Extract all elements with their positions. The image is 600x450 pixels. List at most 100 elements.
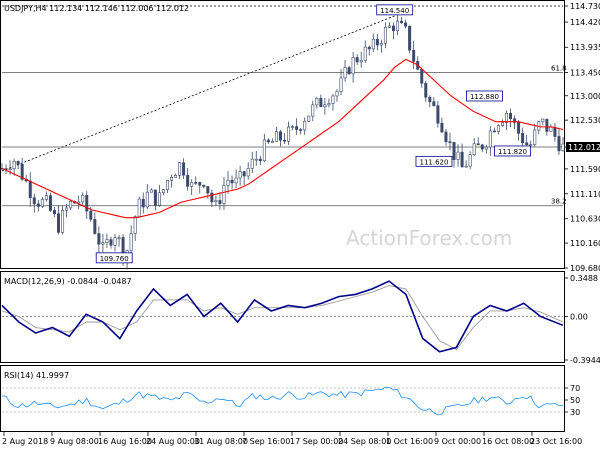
candle-body	[363, 46, 367, 61]
x-tick-label: 2 Aug 2018	[2, 437, 48, 446]
candle-body	[444, 131, 448, 142]
candle-body	[375, 38, 379, 46]
candle-body	[214, 200, 218, 203]
fib-label-61.8: 61.8	[551, 64, 567, 72]
fib-label-38.2: 38.2	[551, 198, 567, 206]
candle-body	[186, 174, 190, 187]
candle-body	[291, 126, 295, 128]
candle-body	[93, 219, 97, 234]
candle-body	[557, 136, 561, 152]
candle-body	[226, 179, 230, 186]
current-price-box	[566, 142, 600, 153]
candle-body	[262, 139, 266, 162]
price-ytick-label: 113.000	[570, 92, 600, 101]
price-ytick-label: 109.680	[570, 264, 600, 273]
annotation-label: 111.620	[419, 158, 448, 166]
candle-body	[484, 146, 488, 150]
candle-body	[347, 67, 351, 75]
price-ytick-label: 114.420	[570, 18, 600, 27]
price-annotation: 112.880	[466, 90, 503, 102]
candle-body	[533, 129, 537, 145]
candle-body	[440, 122, 444, 133]
candle-body	[32, 197, 36, 205]
candle-body	[428, 96, 432, 102]
candle-body	[404, 22, 408, 27]
candle-body	[258, 158, 262, 162]
candle-body	[16, 160, 20, 165]
candle-body	[28, 180, 32, 198]
x-tick-label: 17 Sep 00:00	[290, 437, 343, 446]
candle-body	[295, 126, 299, 130]
candle-body	[218, 200, 222, 204]
candle-body	[367, 46, 371, 50]
candle-body	[61, 209, 65, 233]
candle-body	[529, 144, 533, 146]
macd-ytick-label: -0.3944	[570, 356, 600, 365]
candle-body	[521, 133, 525, 144]
candle-body	[65, 207, 69, 211]
candle-body	[315, 97, 319, 106]
candle-body	[500, 122, 504, 126]
candle-body	[113, 237, 117, 246]
annotation-box	[415, 155, 453, 167]
current-price-label: 112.012	[568, 143, 600, 152]
macd-ytick-label: 0.00	[570, 312, 588, 321]
candle-body	[525, 142, 529, 145]
rsi-layer	[1, 386, 564, 416]
candle-body	[319, 97, 323, 108]
candle-body	[396, 20, 400, 32]
candle-body	[246, 167, 250, 177]
x-tick-label: 24 Aug 00:00	[146, 437, 200, 446]
candle-body	[145, 191, 149, 208]
x-tick-label: 9 Oct 00:00	[434, 437, 481, 446]
candle-body	[198, 182, 202, 186]
candle-body	[283, 139, 287, 142]
price-ytick-label: 111.110	[570, 190, 600, 199]
price-ytick-label: 110.630	[570, 215, 600, 224]
candle-body	[303, 121, 307, 131]
rsi-ytick-label: 70	[570, 384, 580, 393]
candle-body	[266, 139, 270, 143]
candle-body	[278, 131, 282, 141]
candle-body	[343, 67, 347, 79]
candle-body	[97, 233, 101, 245]
price-annotation: 109.760	[95, 252, 133, 264]
rsi-ytick-label: 30	[570, 408, 580, 417]
candle-body	[137, 198, 141, 217]
macd-header: MACD(12,26,9) -0.0844 -0.0487	[4, 277, 132, 286]
candle-body	[299, 129, 303, 131]
x-tick-label: 9 Aug 08:00	[50, 437, 99, 446]
candle-body	[101, 242, 105, 245]
candle-body	[468, 154, 472, 167]
candle-body	[234, 177, 238, 184]
candle-body	[141, 198, 145, 208]
candle-body	[149, 189, 153, 193]
candle-body	[161, 189, 165, 194]
candle-body	[307, 115, 311, 122]
candle-body	[492, 130, 496, 133]
candle-body	[545, 118, 549, 132]
candle-body	[250, 158, 254, 169]
x-tick-label: 31 Aug 08:00	[194, 437, 248, 446]
candle-body	[69, 201, 73, 209]
candle-body	[129, 233, 133, 251]
candle-body	[452, 141, 456, 160]
candle-body	[153, 189, 157, 206]
rsi-panel-frame	[0, 365, 565, 432]
candle-body	[488, 130, 492, 148]
watermark: ActionForex.com	[346, 226, 512, 250]
candle-body	[81, 194, 85, 203]
candle-body	[194, 182, 198, 184]
annotation-box	[376, 4, 414, 16]
price-panel-frame	[0, 0, 565, 269]
candle-body	[57, 213, 61, 233]
candle-body	[238, 171, 242, 179]
candle-body	[165, 180, 169, 190]
price-ytick-label: 112.530	[570, 116, 600, 125]
candle-body	[553, 126, 557, 137]
candle-body	[202, 184, 206, 187]
candle-body	[230, 179, 234, 184]
price-annotation: 111.820	[494, 145, 531, 157]
candle-body	[210, 192, 214, 203]
